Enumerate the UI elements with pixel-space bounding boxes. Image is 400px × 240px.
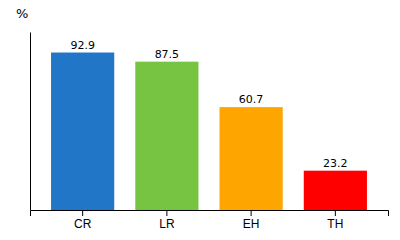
x-tick: EH	[243, 210, 260, 231]
bars	[51, 53, 367, 210]
x-axis-line	[31, 211, 389, 217]
bar	[220, 107, 283, 210]
chart: 92.9 87.5 60.7 23.2 CR LR EH TH%	[0, 0, 400, 240]
x-tick: CR	[74, 210, 92, 231]
data-label: 60.7	[239, 93, 264, 106]
x-tick-mark	[335, 210, 336, 216]
bar	[135, 62, 198, 210]
x-tick-mark	[82, 210, 83, 216]
bar	[51, 53, 114, 210]
x-tick: LR	[159, 210, 175, 231]
y-axis-line	[30, 33, 31, 211]
x-tick-label: TH	[327, 217, 343, 231]
y-label: %	[16, 6, 28, 21]
x-tick-label: CR	[74, 217, 92, 231]
bar	[304, 171, 367, 210]
data-labels: 92.9 87.5 60.7 23.2	[70, 39, 347, 170]
x-tick-mark	[166, 210, 167, 216]
data-label: 87.5	[155, 48, 180, 61]
x-axis: CR LR EH TH	[31, 210, 389, 231]
x-tick: TH	[327, 210, 343, 231]
y-axis	[30, 33, 31, 211]
x-tick-label: EH	[243, 217, 260, 231]
x-tick-mark	[251, 210, 252, 216]
plot: 92.9 87.5 60.7 23.2 CR LR EH TH	[31, 33, 389, 231]
data-label: 23.2	[323, 157, 348, 170]
x-tick-label: LR	[159, 217, 175, 231]
data-label: 92.9	[70, 39, 95, 52]
